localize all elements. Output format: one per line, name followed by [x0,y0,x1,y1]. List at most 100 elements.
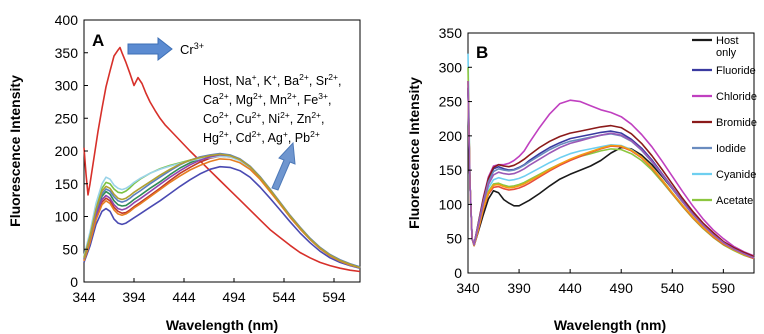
ion-annotation-segment: 2+ [310,129,320,139]
panel-b-legend: Host only Fluoride Chloride Bromide Iodide Cya… [692,35,757,207]
ion-annotation-segment: Host, Na [203,74,252,88]
legend-item: Iodide [692,143,746,155]
x-tick-label: 540 [661,280,685,296]
panel-b-series-group [467,53,755,260]
legend-label: Acetate [716,195,753,207]
ion-annotation-segment: , Ag [261,131,283,145]
x-tick-label: 390 [507,280,531,296]
x-tick-label: 444 [172,289,196,305]
legend-item: Fluoride [692,65,756,77]
ion-annotation-segment: , K [257,74,273,88]
series-line-a-9 [83,153,361,269]
panel-a-x-axis-label: Wavelength (nm) [166,317,278,333]
ion-annotation-segment: 2+ [280,110,290,120]
ion-annotation-segment: 2+ [299,72,309,82]
ion-annotation-segment: 2+ [287,91,297,101]
ion-annotation-segment: , Mn [263,93,287,107]
series-line-a-1 [83,165,361,269]
panel-a-tick-group: 344 394 444 494 544 594 0 50 100 150 200 250 300 350 4… [55,12,346,305]
ion-annotation-segment: , Cd [229,131,252,145]
panel-a-series-group [83,46,361,273]
ion-annotation-segment: Hg [203,131,219,145]
y-tick-label: 350 [55,45,79,61]
ion-annotation-segment: 2+ [219,129,229,139]
ion-annotation-segment: , [338,74,341,88]
ion-annotation-segment: 2+ [219,91,229,101]
legend-label: Iodide [716,143,746,155]
series-line-b-9 [467,80,755,259]
legend-item: Host only [692,35,739,59]
legend-item: Acetate [692,195,753,207]
y-tick-label: 0 [70,274,78,290]
x-tick-label: 544 [272,289,296,305]
x-tick-label: 594 [322,289,346,305]
legend-label: Host only [716,35,739,59]
legend-label: Bromide [716,117,757,129]
ion-annotation-segment: , Fe [297,93,319,107]
y-tick-label: 0 [454,265,462,281]
panel-b-x-axis-label: Wavelength (nm) [554,317,666,333]
legend-item: Chloride [692,91,757,103]
ion-annotation-segment: 2+ [252,129,262,139]
ion-annotation-segment: + [283,129,288,139]
series-line-b-8 [467,80,755,259]
cr-ion-label: Cr3+ [180,41,204,57]
ion-annotation-segment: Co [203,112,219,126]
ion-annotation-segment: 2+ [253,91,263,101]
ion-annotation-segment: , Ni [261,112,280,126]
ion-annotation-segment: 3+ [318,91,328,101]
ion-annotation-segment: + [272,72,277,82]
x-tick-label: 394 [122,289,146,305]
legend-item: Cyanide [692,169,756,181]
panel-a-label: A [92,31,104,50]
panel-b-y-axis-label: Fluorescence Intensity [406,77,422,229]
ion-annotation-segment: 2+ [311,110,321,120]
panel-b-tick-group: 340 390 440 490 540 590 0 50 100 150 200 250 300 350 [439,25,736,296]
y-tick-label: 300 [55,78,79,94]
ion-annotation-segment: , Mg [229,93,253,107]
ion-annotation-segment: , Zn [290,112,312,126]
x-tick-label: 340 [456,280,480,296]
y-tick-label: 200 [55,143,79,159]
ion-annotation-segment: 2+ [252,110,262,120]
ion-list-annotation: Host, Na+, K+, Ba2+, Sr2+, Ca2+, Mg2+, Mn… [203,72,341,145]
y-tick-label: 350 [439,25,463,41]
series-line-a-0 [83,46,361,273]
ion-annotation-segment: Ca [203,93,219,107]
ion-annotation-segment: , [328,93,331,107]
series-line-bromide [467,87,755,258]
panel-b-plot-frame [467,32,755,274]
y-tick-label: 150 [439,162,463,178]
x-tick-label: 344 [72,289,96,305]
ion-annotation-segment: , Cu [229,112,252,126]
y-tick-label: 50 [62,241,78,257]
legend-label: Cyanide [716,169,756,181]
y-tick-label: 250 [439,94,463,110]
legend-item: Bromide [692,117,757,129]
y-tick-label: 100 [55,209,79,225]
y-tick-label: 150 [55,176,79,192]
ion-annotation-segment: , Ba [277,74,299,88]
panel-b-label: B [476,43,488,62]
panel-a-y-axis-label: Fluorescence Intensity [7,75,23,227]
legend-label: Chloride [716,91,757,103]
y-tick-label: 250 [55,110,79,126]
y-tick-label: 200 [439,128,463,144]
y-tick-label: 300 [439,59,463,75]
legend-label: Fluoride [716,65,756,77]
x-tick-label: 590 [712,280,736,296]
ion-annotation-segment: 2+ [328,72,338,82]
ion-annotation-segment: , Sr [309,74,328,88]
panel-a-chart: 344 394 444 494 544 594 0 50 100 150 200 250 300 350 4… [7,12,361,333]
ion-annotation-segment: , Pb [288,131,310,145]
ion-annotation-segment: 2+ [219,110,229,120]
y-tick-label: 400 [55,12,79,28]
cr-arrow [127,36,173,62]
x-tick-label: 494 [222,289,246,305]
ion-annotation-segment: + [252,72,257,82]
panel-b-chart: 340 390 440 490 540 590050100150200250300350 … [406,25,757,333]
ion-annotation-segment: , [321,112,324,126]
y-tick-label: 100 [439,196,463,212]
ion-arrow [271,141,296,191]
